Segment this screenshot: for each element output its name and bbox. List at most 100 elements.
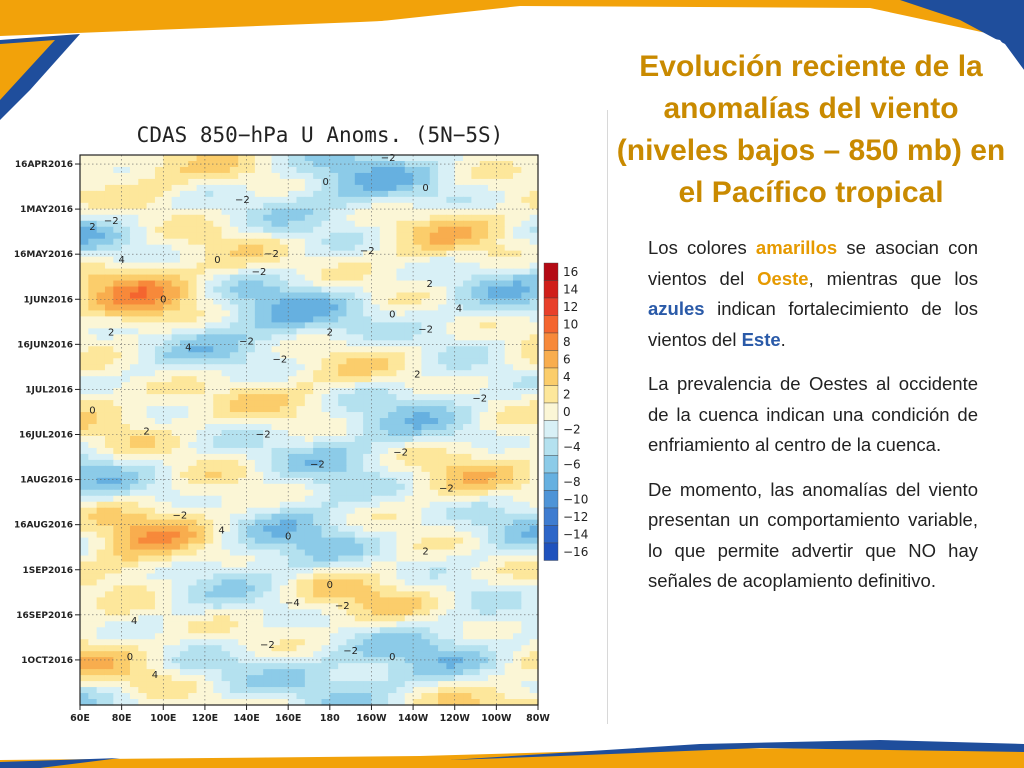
heatmap-cell bbox=[288, 376, 298, 383]
heatmap-cell bbox=[321, 388, 331, 395]
heatmap-cell bbox=[296, 382, 306, 389]
heatmap-cell bbox=[129, 328, 139, 335]
heatmap-cell bbox=[129, 519, 139, 527]
heatmap-cell bbox=[204, 615, 214, 622]
heatmap-cell bbox=[80, 172, 89, 180]
heatmap-cell bbox=[338, 453, 348, 461]
heatmap-cell bbox=[129, 346, 139, 353]
heatmap-cell bbox=[471, 615, 481, 622]
heatmap-cell bbox=[246, 573, 256, 581]
heatmap-cell bbox=[321, 615, 331, 622]
heatmap-cell bbox=[88, 591, 98, 598]
heatmap-cell bbox=[371, 657, 381, 664]
heatmap-cell bbox=[379, 286, 389, 294]
heatmap-cell bbox=[221, 603, 231, 610]
heatmap-cell bbox=[496, 585, 506, 593]
heatmap-cell bbox=[388, 567, 398, 575]
heatmap-cell bbox=[171, 675, 181, 682]
heatmap-cell bbox=[179, 430, 189, 437]
heatmap-cell bbox=[329, 214, 339, 222]
heatmap-cell bbox=[113, 573, 123, 581]
heatmap-cell bbox=[329, 585, 339, 593]
heatmap-cell bbox=[404, 507, 414, 515]
heatmap-cell bbox=[171, 220, 181, 228]
heatmap-cell bbox=[304, 645, 314, 652]
heatmap-cell bbox=[371, 549, 381, 557]
heatmap-cell bbox=[129, 394, 139, 401]
heatmap-cell bbox=[354, 573, 364, 581]
heatmap-cell bbox=[321, 406, 331, 413]
heatmap-cell bbox=[213, 244, 223, 252]
heatmap-cell bbox=[446, 178, 456, 186]
heatmap-cell bbox=[396, 352, 406, 359]
heatmap-cell bbox=[471, 178, 481, 186]
heatmap-cell bbox=[371, 226, 381, 234]
heatmap-cell bbox=[221, 352, 231, 359]
heatmap-cell bbox=[129, 465, 139, 473]
heatmap-cell bbox=[204, 346, 214, 353]
heatmap-cell bbox=[138, 615, 148, 622]
heatmap-cell bbox=[471, 669, 481, 676]
heatmap-cell bbox=[413, 579, 423, 587]
heatmap-cell bbox=[88, 621, 98, 628]
heatmap-cell bbox=[146, 549, 156, 557]
heatmap-cell bbox=[271, 477, 281, 485]
heatmap-cell bbox=[479, 579, 489, 587]
heatmap-cell bbox=[246, 424, 256, 431]
heatmap-cell bbox=[246, 322, 256, 329]
heatmap-cell bbox=[313, 172, 323, 180]
heatmap-cell bbox=[138, 208, 148, 216]
heatmap-cell bbox=[421, 573, 431, 581]
heatmap-cell bbox=[388, 447, 398, 455]
heatmap-cell bbox=[271, 238, 281, 246]
heatmap-cell bbox=[80, 310, 89, 318]
heatmap-cell bbox=[171, 280, 181, 288]
heatmap-cell bbox=[171, 585, 181, 593]
heatmap-cell bbox=[279, 322, 289, 329]
heatmap-cell bbox=[421, 543, 431, 551]
heatmap-cell bbox=[146, 519, 156, 527]
heatmap-cell bbox=[88, 567, 98, 575]
heatmap-cell bbox=[346, 447, 356, 455]
heatmap-cell bbox=[529, 262, 539, 270]
heatmap-cell bbox=[238, 555, 248, 563]
heatmap-cell bbox=[488, 382, 497, 389]
heatmap-cell bbox=[296, 424, 306, 431]
heatmap-cell bbox=[121, 663, 131, 670]
heatmap-cell bbox=[429, 663, 439, 670]
heatmap-cell bbox=[138, 591, 148, 598]
heatmap-cell bbox=[404, 513, 414, 521]
heatmap-cell bbox=[254, 459, 264, 467]
heatmap-cell bbox=[354, 358, 364, 365]
heatmap-cell bbox=[154, 250, 164, 258]
heatmap-cell bbox=[329, 591, 339, 598]
heatmap-cell bbox=[221, 657, 231, 664]
heatmap-cell bbox=[113, 495, 123, 503]
heatmap-cell bbox=[221, 471, 231, 479]
heatmap-cell bbox=[438, 465, 447, 473]
heatmap-cell bbox=[204, 340, 214, 347]
heatmap-cell bbox=[113, 441, 123, 449]
heatmap-cell bbox=[171, 256, 181, 264]
heatmap-cell bbox=[471, 298, 481, 306]
heatmap-cell bbox=[513, 232, 522, 240]
heatmap-cell bbox=[346, 280, 356, 288]
heatmap-cell bbox=[346, 178, 356, 186]
heatmap-cell bbox=[438, 412, 447, 419]
heatmap-cell bbox=[138, 555, 148, 563]
heatmap-cell bbox=[296, 579, 306, 587]
heatmap-cell bbox=[88, 633, 98, 640]
heatmap-cell bbox=[96, 495, 106, 503]
heatmap-cell bbox=[96, 573, 106, 581]
heatmap-cell bbox=[529, 304, 539, 312]
heatmap-cell bbox=[488, 406, 497, 413]
heatmap-cell bbox=[463, 525, 472, 533]
heatmap-cell bbox=[296, 430, 306, 437]
heatmap-cell bbox=[179, 238, 189, 246]
heatmap-cell bbox=[104, 166, 114, 174]
heatmap-cell bbox=[379, 196, 389, 204]
heatmap-cell bbox=[438, 196, 447, 204]
heatmap-cell bbox=[296, 477, 306, 485]
heatmap-cell bbox=[529, 388, 539, 395]
heatmap-cell bbox=[438, 549, 447, 557]
